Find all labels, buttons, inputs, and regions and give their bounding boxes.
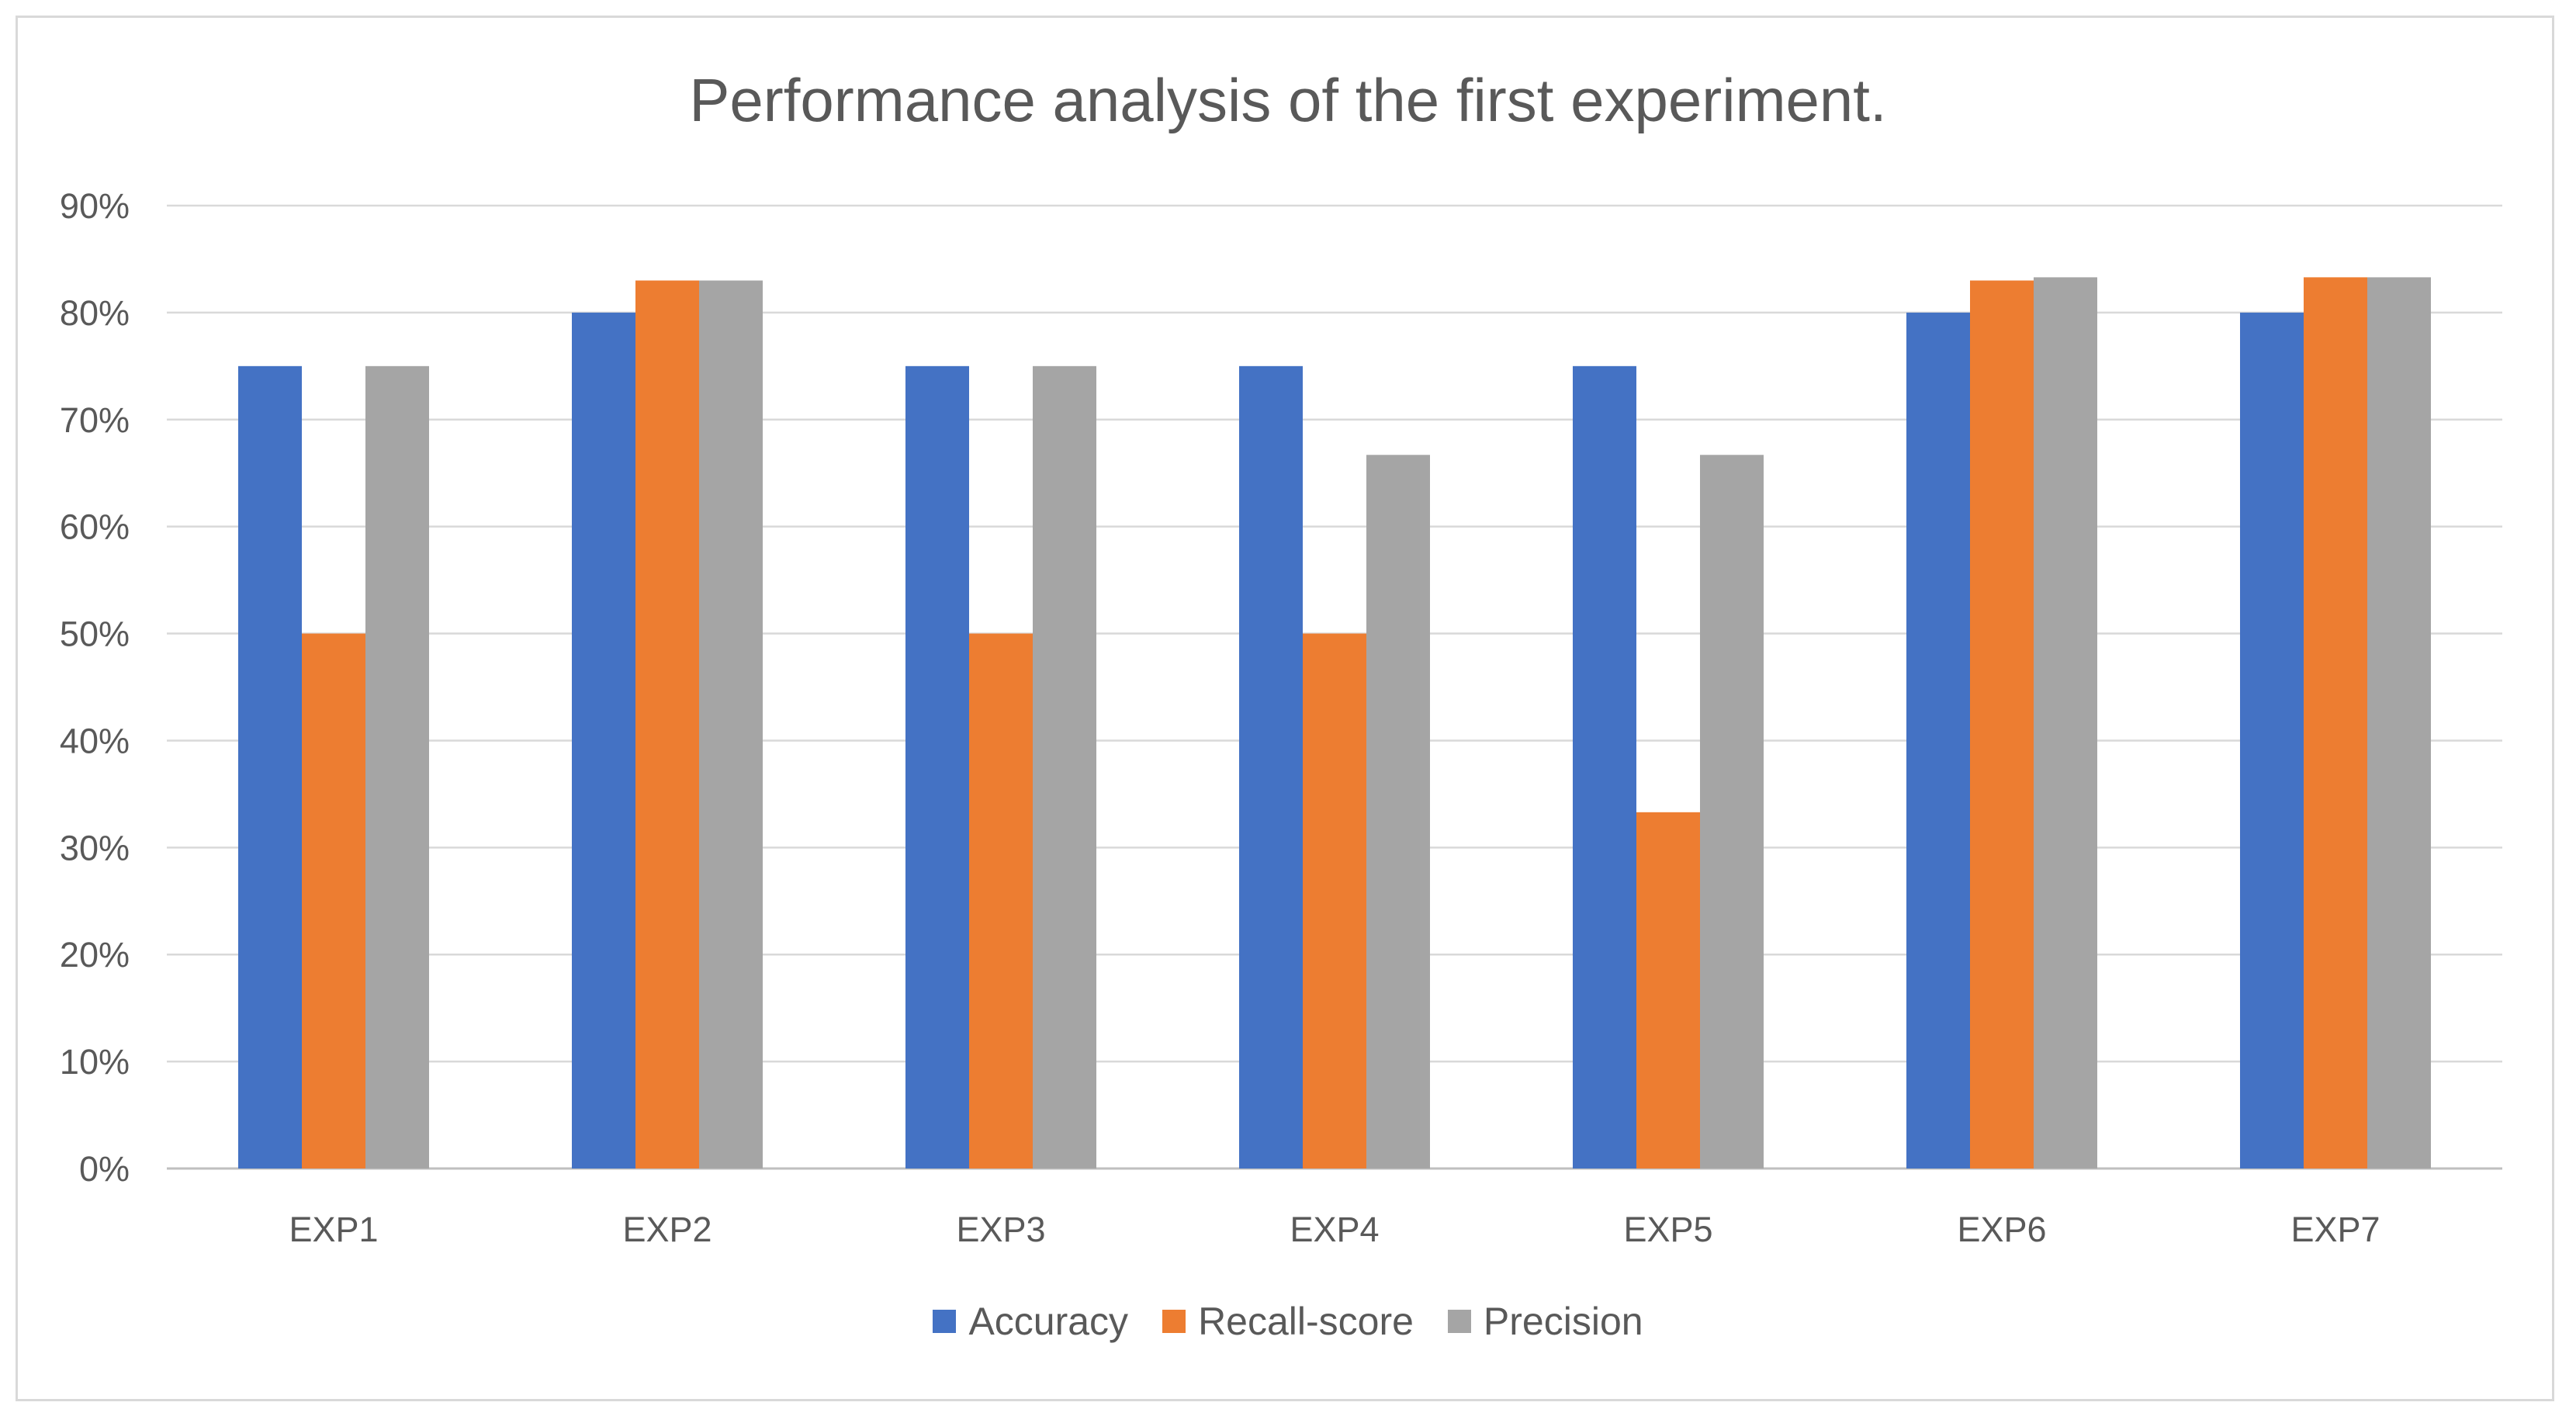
legend-label-recall-score: Recall-score bbox=[1198, 1300, 1414, 1343]
bar-precision-exp3 bbox=[1033, 365, 1096, 1169]
y-tick-label: 50% bbox=[60, 615, 130, 654]
bar-recall-score-exp3 bbox=[969, 633, 1033, 1169]
legend-label-accuracy: Accuracy bbox=[968, 1300, 1129, 1343]
bar-precision-exp7 bbox=[2367, 277, 2431, 1169]
bar-recall-score-exp6 bbox=[1970, 280, 2034, 1169]
legend-swatch-precision bbox=[1447, 1310, 1471, 1333]
y-tick-label: 10% bbox=[60, 1042, 130, 1082]
bars bbox=[238, 277, 2431, 1169]
bar-recall-score-exp7 bbox=[2304, 277, 2367, 1169]
x-axis-ticks: EXP1 EXP2 EXP3 EXP4 EXP5 EXP6 EXP7 bbox=[289, 1210, 2380, 1249]
y-tick-label: 80% bbox=[60, 293, 130, 333]
y-tick-label: 70% bbox=[60, 400, 130, 440]
y-tick-label: 0% bbox=[79, 1149, 130, 1189]
y-tick-label: 60% bbox=[60, 507, 130, 547]
bar-recall-score-exp1 bbox=[302, 633, 365, 1169]
bar-precision-exp2 bbox=[699, 280, 763, 1169]
legend-label-precision: Precision bbox=[1483, 1300, 1643, 1343]
x-tick-label: EXP1 bbox=[289, 1210, 378, 1249]
legend-item-accuracy: Accuracy bbox=[933, 1299, 1128, 1344]
bar-precision-exp5 bbox=[1700, 455, 1764, 1169]
x-tick-label: EXP3 bbox=[956, 1210, 1045, 1249]
legend-swatch-recall-score bbox=[1162, 1310, 1186, 1333]
y-tick-label: 30% bbox=[60, 828, 130, 867]
bar-accuracy-exp2 bbox=[572, 312, 635, 1169]
legend-swatch-accuracy bbox=[933, 1310, 957, 1333]
legend-item-recall-score: Recall-score bbox=[1162, 1299, 1414, 1344]
y-tick-label: 40% bbox=[60, 721, 130, 760]
x-tick-label: EXP2 bbox=[622, 1210, 712, 1249]
x-tick-label: EXP7 bbox=[2290, 1210, 2380, 1249]
x-tick-label: EXP4 bbox=[1290, 1210, 1379, 1249]
bar-accuracy-exp7 bbox=[2240, 312, 2304, 1169]
bar-precision-exp6 bbox=[2034, 277, 2097, 1169]
bar-recall-score-exp2 bbox=[635, 280, 699, 1169]
bar-precision-exp4 bbox=[1366, 455, 1430, 1169]
y-axis-ticks: 0% 10% 20% 30% 40% 50% 60% 70% 80% 90% bbox=[60, 186, 130, 1189]
x-tick-label: EXP6 bbox=[1957, 1210, 2046, 1249]
bar-precision-exp1 bbox=[365, 365, 429, 1169]
bar-accuracy-exp6 bbox=[1906, 312, 1970, 1169]
x-tick-label: EXP5 bbox=[1623, 1210, 1712, 1249]
bar-accuracy-exp3 bbox=[905, 365, 969, 1169]
chart-title: Performance analysis of the first experi… bbox=[689, 66, 1887, 134]
bar-recall-score-exp5 bbox=[1636, 812, 1700, 1169]
bar-accuracy-exp4 bbox=[1239, 365, 1303, 1169]
bar-recall-score-exp4 bbox=[1303, 633, 1366, 1169]
bar-accuracy-exp5 bbox=[1573, 365, 1636, 1169]
bar-accuracy-exp1 bbox=[238, 365, 302, 1169]
legend: Accuracy Recall-score Precision bbox=[0, 1299, 2576, 1344]
y-tick-label: 90% bbox=[60, 186, 130, 226]
legend-item-precision: Precision bbox=[1447, 1299, 1643, 1344]
y-tick-label: 20% bbox=[60, 935, 130, 975]
